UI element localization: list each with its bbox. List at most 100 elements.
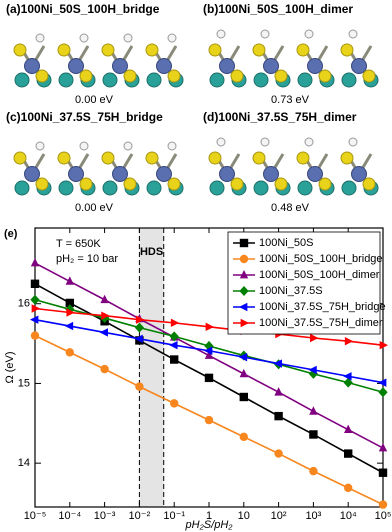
atom-s bbox=[362, 177, 376, 191]
atom-ni-bottom bbox=[14, 180, 30, 196]
marker bbox=[238, 302, 248, 312]
atom-ni-bottom bbox=[341, 72, 357, 88]
atom-ni bbox=[24, 166, 40, 182]
atom-ni-bottom bbox=[146, 180, 162, 196]
marker bbox=[30, 331, 40, 340]
marker bbox=[379, 340, 389, 350]
atom-s bbox=[79, 69, 93, 83]
x-tick-label: 10⁴ bbox=[340, 510, 357, 522]
marker bbox=[99, 328, 108, 337]
marker bbox=[170, 318, 180, 328]
atom-ni bbox=[112, 58, 128, 74]
marker bbox=[66, 308, 75, 317]
marker bbox=[101, 311, 110, 320]
shaded-region bbox=[139, 228, 164, 507]
atom-h bbox=[304, 137, 314, 147]
marker bbox=[30, 258, 40, 267]
atom-s bbox=[101, 151, 115, 165]
marker bbox=[239, 254, 249, 264]
atom-h bbox=[260, 29, 270, 39]
marker bbox=[65, 298, 74, 308]
y-tick-label: 16 bbox=[18, 298, 30, 310]
marker bbox=[344, 336, 354, 346]
atom-h bbox=[167, 141, 177, 151]
marker bbox=[65, 276, 74, 285]
legend-label: 100Ni_50S bbox=[259, 237, 313, 249]
atom-s bbox=[296, 151, 310, 165]
marker bbox=[135, 382, 144, 391]
atom-s bbox=[252, 151, 266, 165]
legend: 100Ni_50S 100Ni_50S_100H_bridge 100Ni_50S_… bbox=[227, 231, 386, 335]
marker bbox=[29, 315, 39, 324]
atom-s bbox=[252, 43, 266, 57]
marker bbox=[378, 387, 388, 398]
atom-h bbox=[348, 29, 358, 39]
atom-h bbox=[79, 33, 89, 43]
marker bbox=[134, 322, 145, 333]
atom-s bbox=[296, 43, 310, 57]
marker bbox=[239, 368, 248, 378]
atom-ni-bottom bbox=[341, 180, 357, 196]
atom-ni-bottom bbox=[253, 180, 269, 196]
marker bbox=[309, 430, 318, 439]
atom-ni-bottom bbox=[209, 180, 225, 196]
structures bbox=[13, 29, 379, 196]
atom-h bbox=[123, 141, 133, 151]
atom-ni bbox=[307, 166, 323, 182]
marker bbox=[65, 348, 75, 357]
panel-label: (b)100Ni_50S_100H_dimer bbox=[203, 2, 353, 16]
energy: 0.00 eV bbox=[75, 94, 114, 106]
atom-ni bbox=[24, 58, 40, 74]
atom-h bbox=[304, 29, 314, 39]
atom-ni bbox=[156, 58, 172, 74]
atom-h bbox=[216, 137, 226, 147]
y-tick-label: 15 bbox=[18, 377, 30, 389]
atom-ni-bottom bbox=[297, 180, 313, 196]
atom-s bbox=[57, 151, 71, 165]
panel-label: (c)100Ni_37.5S_75H_bridge bbox=[6, 110, 163, 124]
energy: 0.48 eV bbox=[271, 202, 310, 214]
legend-label: 100Ni_50S_100H_dimer bbox=[259, 269, 380, 281]
marker bbox=[238, 352, 248, 362]
atom-s bbox=[362, 69, 376, 83]
marker bbox=[65, 304, 75, 315]
atom-ni-bottom bbox=[14, 72, 30, 88]
annotation: pH₂ = 10 bar bbox=[56, 253, 118, 265]
atom-ni-bottom bbox=[58, 72, 74, 88]
panel-label: (a)100Ni_50S_100H_bridge bbox=[6, 2, 160, 16]
atom-ni bbox=[307, 58, 323, 74]
x-tick-label: 10³ bbox=[305, 510, 321, 522]
atom-ni-bottom bbox=[58, 180, 74, 196]
atom-ni bbox=[112, 166, 128, 182]
chart: HDS 10⁻⁵ 10⁻⁴ 10⁻³ 10⁻² 10⁻¹ 1 10 10² 10³ 10⁴ 10⁵ 14… bbox=[4, 227, 391, 531]
marker bbox=[344, 424, 353, 434]
atom-s bbox=[274, 69, 288, 83]
marker bbox=[204, 350, 214, 359]
marker bbox=[310, 333, 319, 343]
atom-ni bbox=[263, 58, 279, 74]
atom-s bbox=[123, 177, 137, 191]
atom-s bbox=[318, 177, 332, 191]
atom-h bbox=[79, 141, 89, 151]
marker bbox=[100, 364, 109, 374]
marker bbox=[239, 269, 249, 279]
x-axis-label: pH₂S/pH₂ bbox=[185, 519, 234, 531]
marker bbox=[203, 346, 213, 355]
x-tick-label: 10² bbox=[271, 510, 287, 522]
atom-ni bbox=[156, 166, 172, 182]
x-tick-label: 10⁻⁵ bbox=[24, 510, 47, 522]
marker bbox=[239, 432, 248, 442]
marker bbox=[239, 285, 249, 297]
marker bbox=[30, 294, 40, 305]
atom-ni-bottom bbox=[146, 72, 162, 88]
marker bbox=[378, 442, 388, 452]
marker bbox=[343, 377, 353, 388]
atom-s bbox=[13, 43, 27, 57]
atom-ni-bottom bbox=[209, 72, 225, 88]
marker bbox=[239, 238, 249, 248]
atom-ni-bottom bbox=[253, 72, 269, 88]
marker bbox=[240, 318, 250, 328]
x-tick-label: 10⁻⁴ bbox=[58, 510, 81, 522]
atom-s bbox=[57, 43, 71, 57]
legend-label: 100Ni_50S_100H_bridge bbox=[259, 253, 383, 265]
